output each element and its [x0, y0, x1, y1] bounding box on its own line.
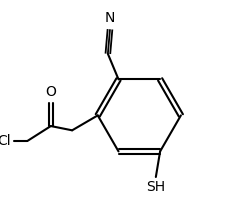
Text: SH: SH	[146, 181, 165, 194]
Text: N: N	[104, 11, 115, 26]
Text: O: O	[45, 85, 56, 99]
Text: Cl: Cl	[0, 134, 11, 148]
